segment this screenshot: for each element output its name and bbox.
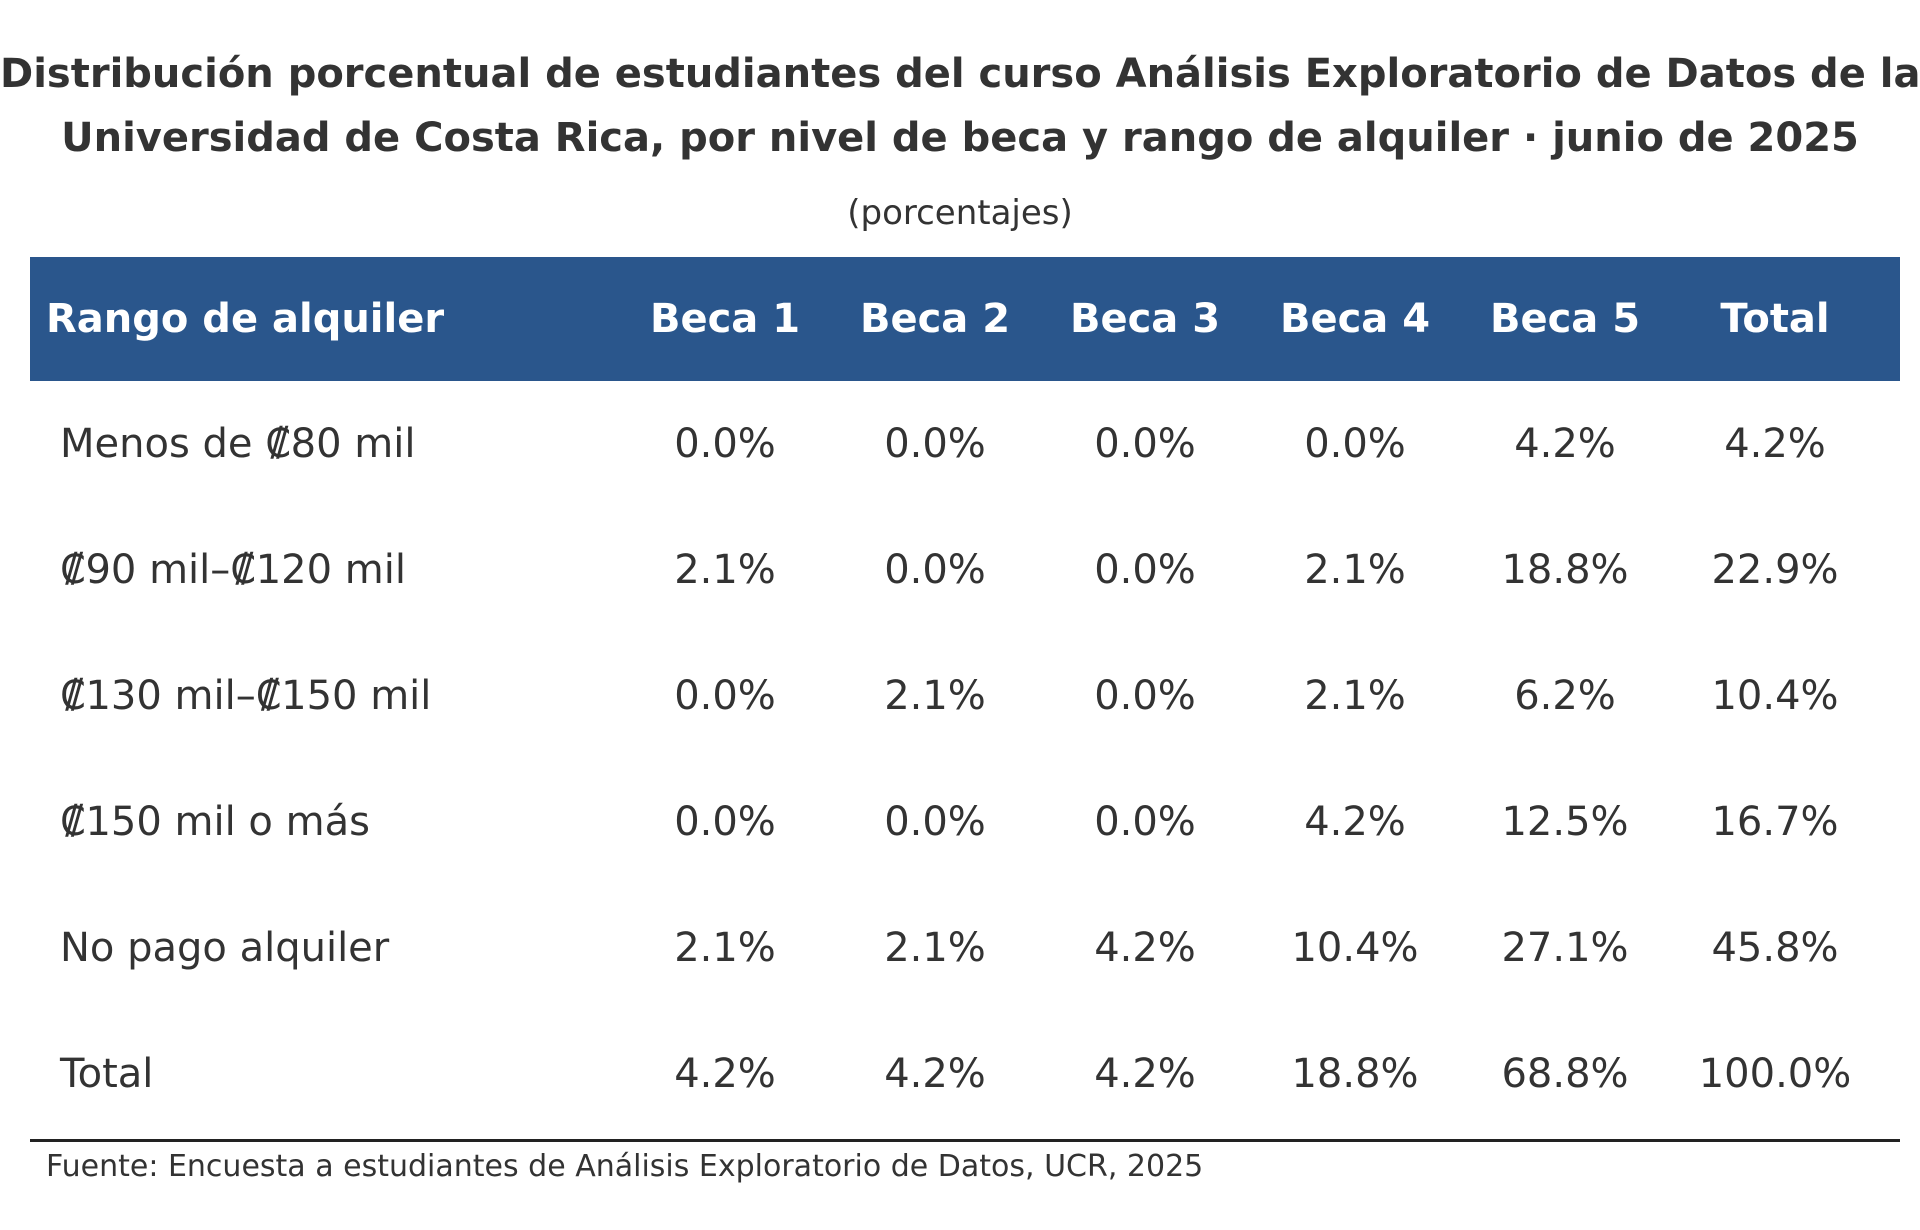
header-rango-de-alquiler: Rango de alquiler <box>46 296 445 342</box>
table-cell: 2.1% <box>884 673 986 719</box>
source-note: Fuente: Encuesta a estudiantes de Anális… <box>46 1149 1204 1184</box>
table-cell: 18.8% <box>1501 547 1629 593</box>
table-row: Menos de ₡80 mil 0.0% 0.0% 0.0% 0.0% 4.2… <box>30 381 1900 507</box>
data-table: Rango de alquiler Beca 1 Beca 2 Beca 3 B… <box>30 257 1900 1142</box>
row-label: ₡90 mil–₡120 mil <box>60 547 406 593</box>
header-beca-1: Beca 1 <box>649 296 801 342</box>
table-cell: 0.0% <box>1094 547 1196 593</box>
table-cell: 16.7% <box>1711 799 1839 845</box>
header-beca-3: Beca 3 <box>1069 296 1221 342</box>
chart-subtitle: (porcentajes) <box>847 193 1073 233</box>
table-cell: 0.0% <box>884 421 986 467</box>
table-cell: 4.2% <box>884 1051 986 1097</box>
table-cell: 27.1% <box>1501 925 1629 971</box>
table-cell: 4.2% <box>1724 421 1826 467</box>
table-cell: 12.5% <box>1501 799 1629 845</box>
table-header: Rango de alquiler Beca 1 Beca 2 Beca 3 B… <box>30 257 1900 381</box>
table-cell: 0.0% <box>884 547 986 593</box>
row-label: Menos de ₡80 mil <box>60 421 416 467</box>
table-cell: 4.2% <box>1514 421 1616 467</box>
table-cell: 4.2% <box>1094 925 1196 971</box>
table-cell: 4.2% <box>1094 1051 1196 1097</box>
header-beca-5: Beca 5 <box>1489 296 1641 342</box>
table-cell: 10.4% <box>1291 925 1419 971</box>
table-cell: 0.0% <box>674 673 776 719</box>
table-cell: 2.1% <box>674 925 776 971</box>
table-cell: 0.0% <box>1304 421 1406 467</box>
table-cell: 0.0% <box>1094 673 1196 719</box>
table-row: ₡130 mil–₡150 mil 0.0% 2.1% 0.0% 2.1% 6.… <box>30 633 1900 759</box>
table-cell: 10.4% <box>1711 673 1839 719</box>
table-cell: 2.1% <box>1304 547 1406 593</box>
table-cell: 0.0% <box>1094 799 1196 845</box>
table-cell: 0.0% <box>674 421 776 467</box>
row-label: No pago alquiler <box>60 925 390 971</box>
table-cell: 22.9% <box>1711 547 1839 593</box>
table-row: ₡150 mil o más 0.0% 0.0% 0.0% 4.2% 12.5%… <box>30 759 1900 885</box>
table-cell: 6.2% <box>1514 673 1616 719</box>
header-beca-4: Beca 4 <box>1279 296 1431 342</box>
table-cell: 100.0% <box>1698 1051 1852 1097</box>
table-cell: 2.1% <box>674 547 776 593</box>
table-cell: 2.1% <box>884 925 986 971</box>
table-row-total: Total 4.2% 4.2% 4.2% 18.8% 68.8% 100.0% <box>30 1011 1900 1137</box>
table-cell: 0.0% <box>884 799 986 845</box>
header-total: Total <box>1720 296 1830 342</box>
table-cell: 4.2% <box>1304 799 1406 845</box>
chart-title-line-1: Distribución porcentual de estudiantes d… <box>0 51 1920 97</box>
table-cell: 4.2% <box>674 1051 776 1097</box>
table-bottom-rule <box>30 1139 1900 1142</box>
chart-title: Distribución porcentual de estudiantes d… <box>0 42 1920 170</box>
table-cell: 0.0% <box>1094 421 1196 467</box>
table-row: No pago alquiler 2.1% 2.1% 4.2% 10.4% 27… <box>30 885 1900 1011</box>
table-cell: 0.0% <box>674 799 776 845</box>
table-cell: 45.8% <box>1711 925 1839 971</box>
table-row: ₡90 mil–₡120 mil 2.1% 0.0% 0.0% 2.1% 18.… <box>30 507 1900 633</box>
chart-title-line-2: Universidad de Costa Rica, por nivel de … <box>61 115 1859 161</box>
table-cell: 18.8% <box>1291 1051 1419 1097</box>
row-label: Total <box>60 1051 154 1097</box>
header-beca-2: Beca 2 <box>859 296 1011 342</box>
table-cell: 68.8% <box>1501 1051 1629 1097</box>
row-label: ₡150 mil o más <box>60 799 370 845</box>
row-label: ₡130 mil–₡150 mil <box>60 673 432 719</box>
table-cell: 2.1% <box>1304 673 1406 719</box>
